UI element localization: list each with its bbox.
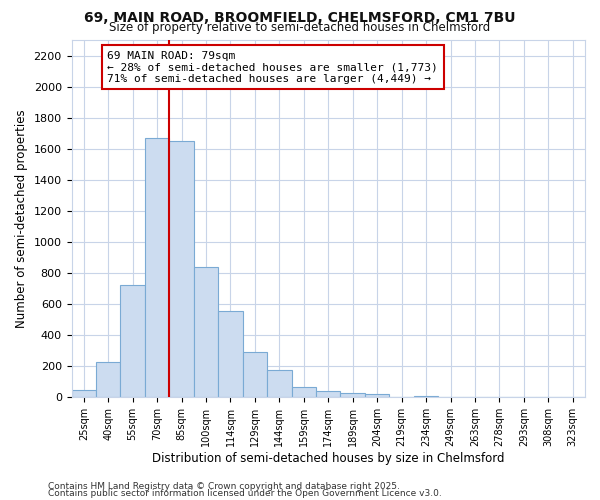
Text: Size of property relative to semi-detached houses in Chelmsford: Size of property relative to semi-detach… xyxy=(109,21,491,34)
Bar xyxy=(218,311,242,398)
Text: Contains public sector information licensed under the Open Government Licence v3: Contains public sector information licen… xyxy=(48,489,442,498)
Text: 69, MAIN ROAD, BROOMFIELD, CHELMSFORD, CM1 7BU: 69, MAIN ROAD, BROOMFIELD, CHELMSFORD, C… xyxy=(84,11,516,25)
Bar xyxy=(169,141,194,398)
Bar xyxy=(340,392,365,398)
Bar xyxy=(267,370,292,398)
Bar xyxy=(414,396,438,398)
Bar xyxy=(194,267,218,398)
Bar xyxy=(96,362,121,398)
Bar xyxy=(121,284,145,398)
Bar xyxy=(316,391,340,398)
Text: 69 MAIN ROAD: 79sqm
← 28% of semi-detached houses are smaller (1,773)
71% of sem: 69 MAIN ROAD: 79sqm ← 28% of semi-detach… xyxy=(107,50,438,84)
X-axis label: Distribution of semi-detached houses by size in Chelmsford: Distribution of semi-detached houses by … xyxy=(152,452,505,465)
Bar xyxy=(242,352,267,398)
Bar xyxy=(145,138,169,398)
Bar xyxy=(292,387,316,398)
Y-axis label: Number of semi-detached properties: Number of semi-detached properties xyxy=(15,110,28,328)
Text: Contains HM Land Registry data © Crown copyright and database right 2025.: Contains HM Land Registry data © Crown c… xyxy=(48,482,400,491)
Bar xyxy=(71,390,96,398)
Bar xyxy=(365,394,389,398)
